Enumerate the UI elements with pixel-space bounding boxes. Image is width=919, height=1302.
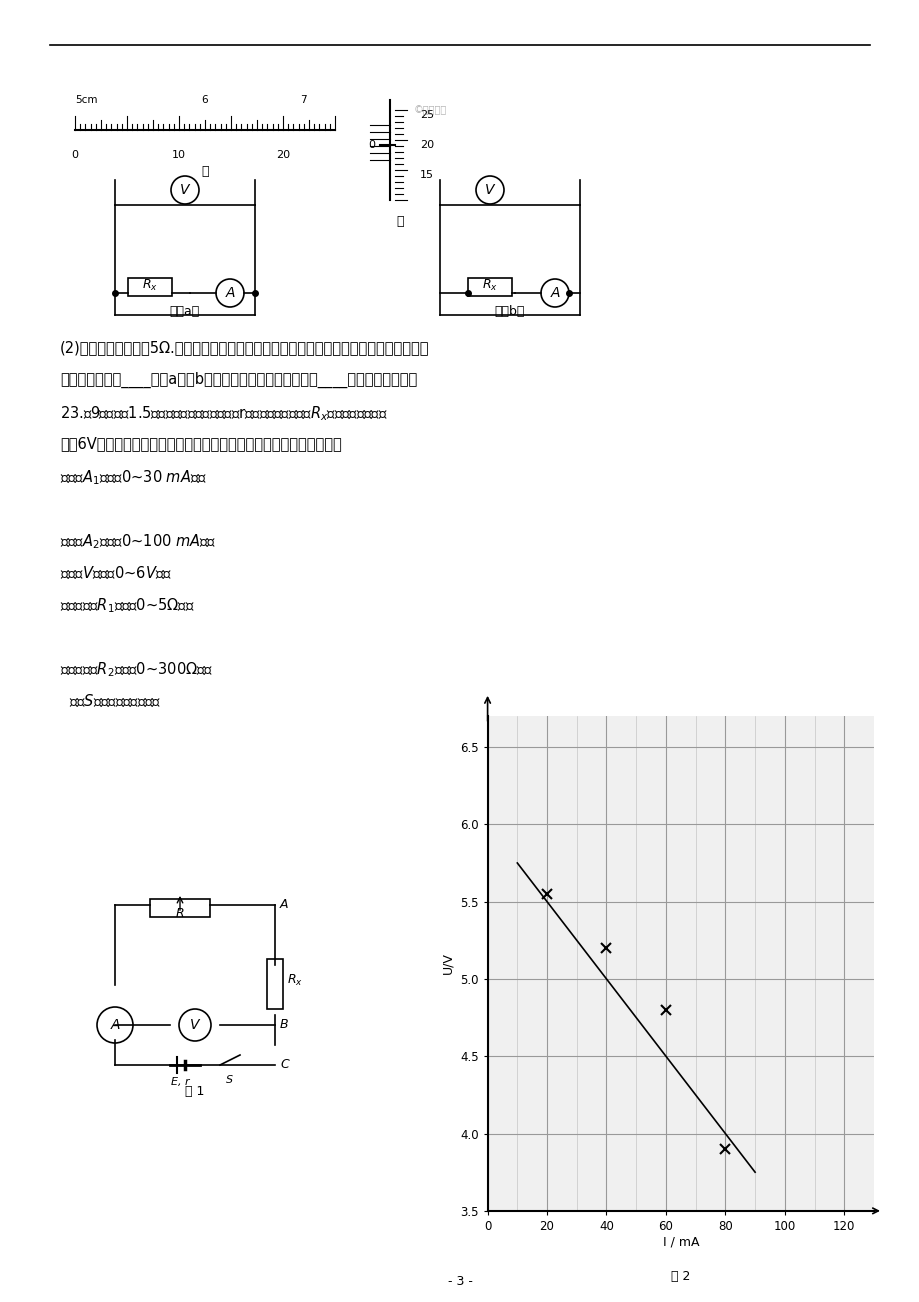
Text: E, r: E, r <box>171 1077 189 1087</box>
X-axis label: I / mA: I / mA <box>662 1236 698 1249</box>
Text: R: R <box>176 907 184 921</box>
Text: $R_x$: $R_x$ <box>287 973 302 987</box>
Text: A: A <box>110 1018 119 1032</box>
Text: 10: 10 <box>172 150 186 160</box>
Text: A: A <box>279 898 289 911</box>
Y-axis label: U/V: U/V <box>441 953 454 974</box>
Text: 20: 20 <box>420 141 434 150</box>
Bar <box>468 279 512 296</box>
Text: 电流表$A_2$（量程0~100 $mA$）；: 电流表$A_2$（量程0~100 $mA$）； <box>60 533 216 551</box>
Bar <box>150 898 210 917</box>
Text: $R_x$: $R_x$ <box>142 277 158 293</box>
Text: ©正确教育: ©正确教育 <box>413 105 446 115</box>
Text: 甲: 甲 <box>201 165 209 178</box>
Circle shape <box>540 279 568 307</box>
Text: 7: 7 <box>301 95 307 105</box>
Circle shape <box>475 176 504 204</box>
Text: (2)圆柱体阻值大约为5Ω.用伏安法测电阻时，由于电压表、电流表内阻有影响，为了减小系: (2)圆柱体阻值大约为5Ω.用伏安法测电阻时，由于电压表、电流表内阻有影响，为了… <box>60 340 429 355</box>
Circle shape <box>179 1009 210 1042</box>
Text: S: S <box>226 1075 233 1085</box>
Text: 0: 0 <box>72 150 78 160</box>
Circle shape <box>216 279 244 307</box>
Bar <box>128 279 172 296</box>
Text: 6: 6 <box>201 95 208 105</box>
Text: 5cm: 5cm <box>75 95 97 105</box>
Text: 图（a）: 图（a） <box>170 305 200 318</box>
Text: 电压表$V$（量程0~6$V$）；: 电压表$V$（量程0~6$V$）； <box>60 564 172 581</box>
Text: 图 1: 图 1 <box>185 1085 204 1098</box>
Text: 滑动变阻器$R_2$（阻值0~300Ω）；: 滑动变阻器$R_2$（阻值0~300Ω）； <box>60 660 213 678</box>
Text: A: A <box>550 286 559 299</box>
Text: 25: 25 <box>420 109 434 120</box>
Text: B: B <box>279 1018 289 1031</box>
Circle shape <box>171 176 199 204</box>
Text: $R_x$: $R_x$ <box>482 277 497 293</box>
Text: 电流表$A_1$（量程0~30 $mA$）；: 电流表$A_1$（量程0~30 $mA$）； <box>60 467 207 487</box>
Text: 滑动变阻器$R_1$（阻值0~5Ω）；: 滑动变阻器$R_1$（阻值0~5Ω）； <box>60 596 195 615</box>
Text: 23.（9分，每空1.5分）用实验测一电池的内阻r和一待测电阻的阻值$R_x$，已知电池的电动: 23.（9分，每空1.5分）用实验测一电池的内阻r和一待测电阻的阻值$R_x$，… <box>60 404 387 423</box>
Text: 势约6V，电池内阻和待测电阻阻值都为数十欧。可选用的实验器材有：: 势约6V，电池内阻和待测电阻阻值都为数十欧。可选用的实验器材有： <box>60 436 341 450</box>
Text: - 3 -: - 3 - <box>447 1275 472 1288</box>
Text: V: V <box>190 1018 199 1032</box>
Bar <box>267 960 283 1009</box>
Text: 15: 15 <box>420 171 434 180</box>
Text: 0: 0 <box>368 141 375 150</box>
Text: V: V <box>484 184 494 197</box>
Circle shape <box>96 1006 133 1043</box>
Text: 开关$S$一个，导线若干条。: 开关$S$一个，导线若干条。 <box>60 691 161 708</box>
Text: A: A <box>225 286 234 299</box>
Text: 统误差，则选择____（图a或图b）的电路图，此做法使得结果____（偏大、偏小）。: 统误差，则选择____（图a或图b）的电路图，此做法使得结果____（偏大、偏小… <box>60 372 417 388</box>
Text: C: C <box>279 1059 289 1072</box>
Text: V: V <box>180 184 189 197</box>
Text: 20: 20 <box>276 150 289 160</box>
Text: 图 2: 图 2 <box>670 1271 690 1284</box>
Text: 图（b）: 图（b） <box>494 305 525 318</box>
Text: 乙: 乙 <box>396 215 403 228</box>
